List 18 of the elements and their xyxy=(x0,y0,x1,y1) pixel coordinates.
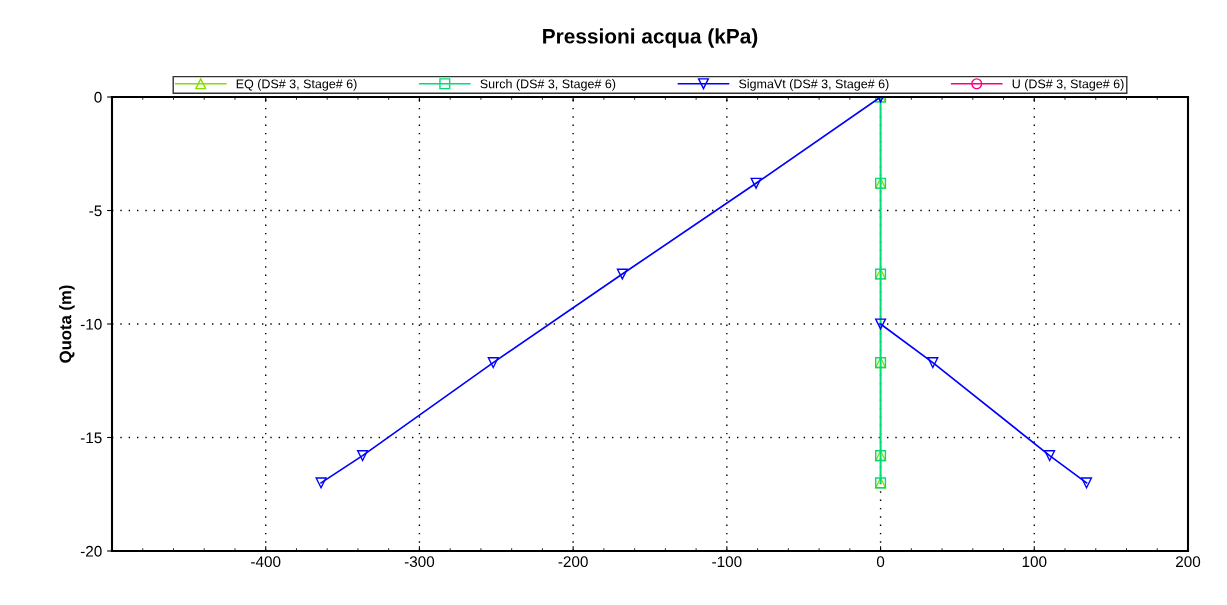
x-tick-label: -100 xyxy=(712,556,742,568)
x-tick-label: 100 xyxy=(1022,556,1047,568)
chart-title: Pressioni acqua (kPa) xyxy=(543,28,758,48)
y-tick-label: -10 xyxy=(80,318,102,330)
x-tick-label: 0 xyxy=(876,556,885,568)
legend-label: Surch (DS# 3, Stage# 6) xyxy=(480,79,616,91)
legend-label: SigmaVt (DS# 3, Stage# 6) xyxy=(739,79,889,91)
x-tick-label: -300 xyxy=(404,556,435,568)
legend-label: U (DS# 3, Stage# 6) xyxy=(1012,79,1124,91)
y-axis-title: Quota (m) xyxy=(59,285,75,363)
y-tick-label: 0 xyxy=(94,91,102,103)
y-tick-label: -15 xyxy=(80,432,102,444)
y-tick-label: -5 xyxy=(89,205,102,217)
x-tick-label: -400 xyxy=(251,556,281,568)
x-tick-label: -200 xyxy=(558,556,588,568)
y-tick-label: -20 xyxy=(80,545,102,557)
legend-label: EQ (DS# 3, Stage# 6) xyxy=(236,79,357,91)
x-tick-label: 200 xyxy=(1176,556,1201,568)
